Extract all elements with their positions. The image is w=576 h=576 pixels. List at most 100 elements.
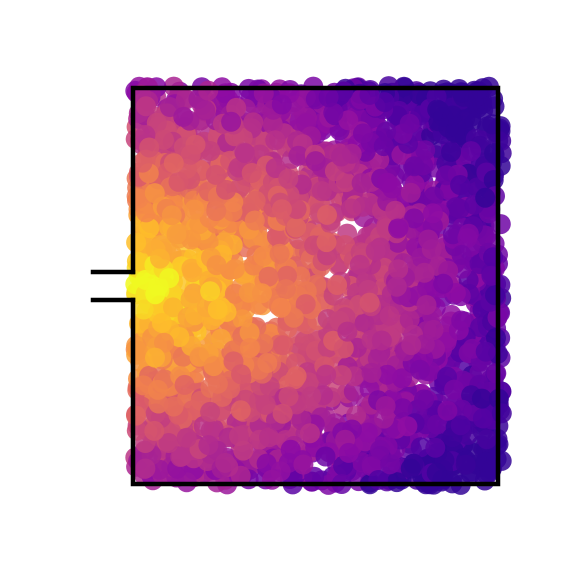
particle (258, 266, 279, 287)
particle (207, 299, 228, 320)
particle (471, 388, 492, 409)
particle (271, 199, 292, 220)
particle (351, 173, 372, 193)
particle (224, 259, 245, 279)
particle (180, 144, 201, 165)
particle (452, 399, 472, 420)
particle (135, 458, 156, 479)
particle (451, 310, 472, 331)
particle (414, 262, 435, 283)
particle (273, 335, 293, 356)
particle (359, 292, 380, 313)
particle (380, 454, 400, 475)
particle (241, 163, 262, 183)
particle (343, 381, 364, 402)
particle (316, 232, 337, 253)
particle (243, 112, 264, 133)
particle (173, 106, 194, 127)
particle (295, 294, 316, 315)
particle (301, 386, 322, 407)
particle (139, 218, 160, 239)
particle (410, 437, 431, 458)
particle (284, 369, 305, 390)
particle (399, 113, 420, 134)
particle (215, 452, 236, 473)
particle (166, 224, 187, 245)
particle (161, 205, 182, 226)
particles (125, 76, 512, 495)
particle (433, 273, 454, 294)
particle (221, 111, 242, 132)
particle (451, 244, 472, 265)
particle (423, 186, 444, 207)
particle (147, 379, 168, 400)
particle (259, 427, 279, 448)
particle (399, 309, 420, 330)
particle (331, 146, 352, 167)
particle (244, 210, 265, 231)
particle (338, 442, 359, 463)
particle (184, 199, 205, 220)
particle (255, 394, 276, 415)
particle (437, 400, 458, 421)
particle (171, 446, 192, 467)
particle (386, 276, 407, 297)
particle (180, 289, 201, 310)
particle (475, 187, 496, 208)
particle (271, 94, 292, 115)
particle (154, 332, 174, 353)
particle (485, 285, 505, 306)
particle (415, 140, 436, 161)
particle (272, 403, 293, 424)
particle (145, 347, 165, 368)
particle (416, 295, 437, 315)
particle (163, 153, 184, 174)
particle (373, 136, 394, 157)
particle (189, 346, 210, 367)
particle (206, 201, 227, 221)
particle (388, 259, 409, 280)
particle (311, 181, 332, 202)
particle (144, 420, 165, 441)
particle (461, 141, 482, 162)
particle (195, 100, 216, 121)
particle (357, 422, 378, 443)
particle (145, 284, 166, 305)
particle (262, 114, 283, 135)
particle (262, 469, 282, 490)
particle (441, 142, 461, 162)
particle (450, 175, 471, 195)
particle (278, 168, 299, 189)
particle (200, 401, 221, 422)
particle (163, 396, 184, 417)
particle (288, 145, 309, 166)
particle (370, 440, 391, 460)
particle (385, 200, 406, 221)
particle (181, 258, 202, 279)
particle (397, 416, 418, 437)
particle (174, 374, 195, 395)
particle (427, 414, 447, 435)
particle (476, 429, 497, 450)
particle (365, 240, 386, 261)
particle (400, 458, 421, 479)
particle (377, 364, 398, 385)
particle (491, 403, 512, 424)
particle (168, 171, 189, 192)
particle (472, 408, 493, 429)
particle (317, 204, 337, 225)
particle (233, 440, 254, 461)
particle (450, 415, 471, 436)
particle (278, 386, 299, 407)
particle (257, 353, 278, 373)
particle (275, 279, 296, 300)
particle (409, 359, 430, 380)
particle (245, 190, 266, 211)
particle (305, 151, 326, 172)
particle (315, 446, 336, 467)
particle (388, 218, 409, 239)
particle (335, 235, 356, 255)
particle (203, 356, 224, 377)
particle (374, 92, 395, 113)
particle (239, 322, 260, 343)
